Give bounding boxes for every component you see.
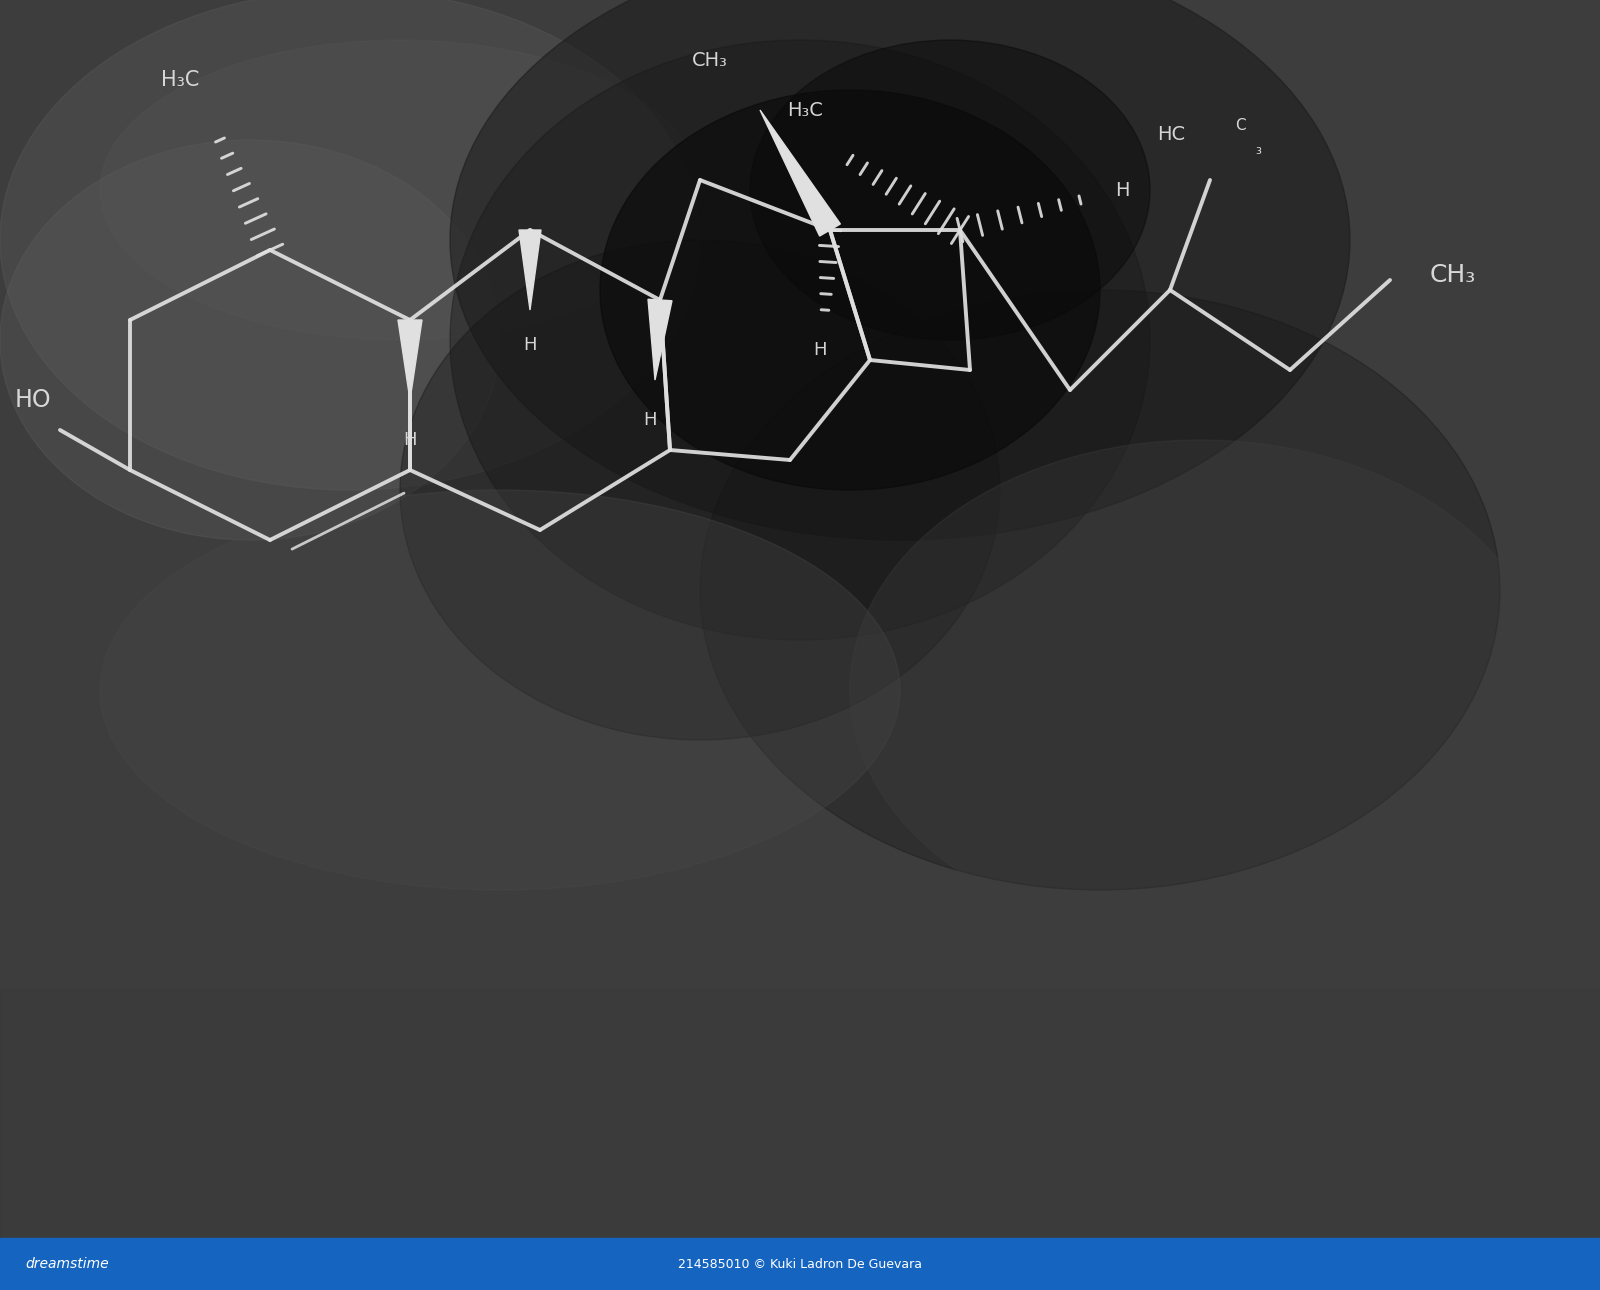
Ellipse shape bbox=[450, 40, 1150, 640]
Ellipse shape bbox=[99, 490, 899, 890]
Text: C: C bbox=[1235, 117, 1246, 133]
Ellipse shape bbox=[99, 40, 701, 341]
Text: H: H bbox=[813, 341, 827, 359]
Text: CH₃: CH₃ bbox=[1430, 263, 1477, 286]
Text: H: H bbox=[523, 335, 536, 353]
Text: H: H bbox=[643, 412, 656, 430]
Text: CH₃: CH₃ bbox=[693, 50, 728, 70]
Text: H: H bbox=[1115, 181, 1130, 200]
Polygon shape bbox=[518, 230, 541, 310]
Text: H: H bbox=[403, 431, 416, 449]
Polygon shape bbox=[398, 320, 422, 400]
Ellipse shape bbox=[400, 240, 1000, 740]
Ellipse shape bbox=[701, 290, 1501, 890]
Text: HC: HC bbox=[1157, 125, 1186, 144]
Text: 214585010 © Kuki Ladron De Guevara: 214585010 © Kuki Ladron De Guevara bbox=[678, 1258, 922, 1271]
Bar bbox=[0, 989, 1600, 1290]
Ellipse shape bbox=[0, 0, 701, 490]
Text: dreamstime: dreamstime bbox=[26, 1256, 109, 1271]
Bar bbox=[0, 1238, 1600, 1290]
Ellipse shape bbox=[450, 0, 1350, 541]
Ellipse shape bbox=[600, 90, 1101, 490]
Polygon shape bbox=[760, 110, 840, 236]
Text: H₃C: H₃C bbox=[162, 70, 198, 90]
Ellipse shape bbox=[750, 40, 1150, 341]
Polygon shape bbox=[648, 299, 672, 381]
Ellipse shape bbox=[0, 141, 499, 541]
Text: HO: HO bbox=[14, 388, 51, 412]
Text: H₃C: H₃C bbox=[787, 101, 822, 120]
Text: ₃: ₃ bbox=[1254, 142, 1261, 157]
Ellipse shape bbox=[850, 440, 1550, 940]
